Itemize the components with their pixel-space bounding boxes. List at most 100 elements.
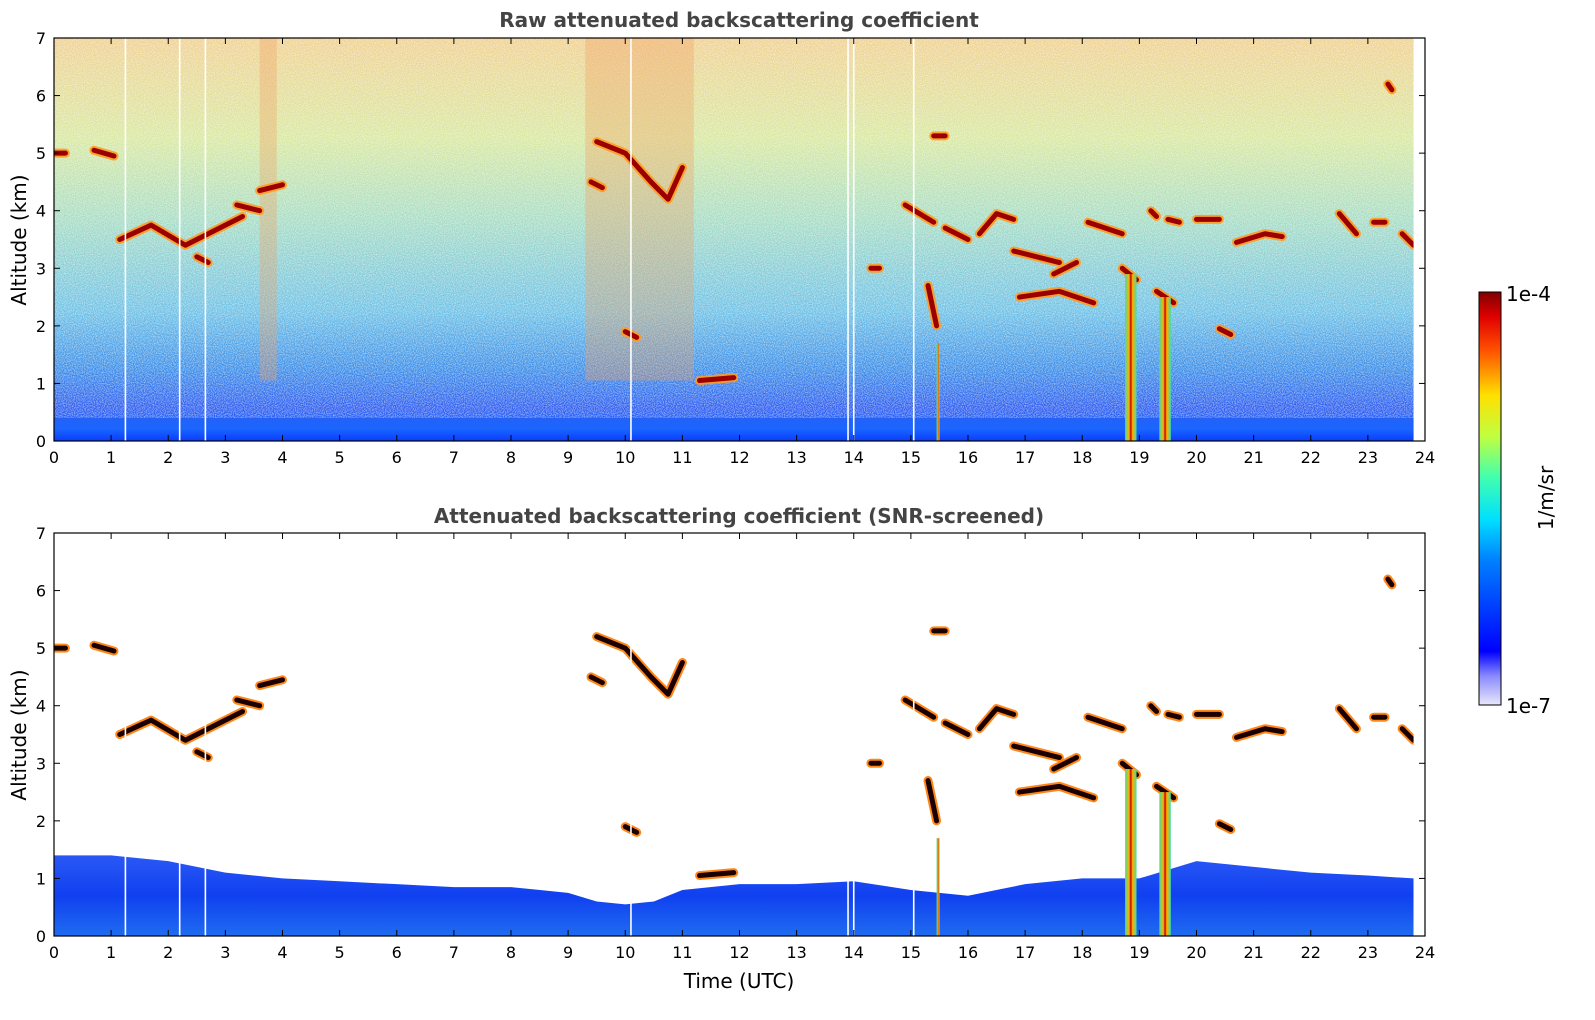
colorbar-max-label: 1e-4 — [1506, 282, 1551, 306]
panel-snr-title: Attenuated backscattering coefficient (S… — [434, 504, 1044, 528]
panel-raw: Raw attenuated backscattering coefficien… — [7, 8, 1435, 467]
cloud-layer — [1165, 216, 1182, 225]
cloud-layer — [1051, 755, 1080, 772]
x-tick-label: 24 — [1415, 448, 1435, 467]
y-tick-label: 2 — [36, 317, 46, 336]
colorbar: 1e-4 1e-7 1/m/sr — [1478, 282, 1558, 718]
cloud-layer — [257, 677, 285, 689]
cloud-layer — [1011, 248, 1062, 266]
x-tick-label: 2 — [163, 448, 173, 467]
y-tick-label: 4 — [36, 202, 46, 221]
x-tick-label: 13 — [786, 448, 806, 467]
cloud-layer — [194, 749, 211, 761]
panel-snr-xlabel: Time (UTC) — [683, 969, 795, 993]
cloud-layer — [1336, 706, 1359, 732]
cloud-layer — [594, 634, 685, 697]
x-tick-label: 12 — [729, 943, 749, 962]
x-tick-label: 21 — [1243, 448, 1263, 467]
raw-noise-speckle — [54, 38, 1414, 418]
cloud-layer — [902, 202, 937, 225]
y-tick-label: 6 — [36, 582, 46, 601]
cloud-layer — [925, 778, 940, 824]
x-tick-label: 5 — [335, 943, 345, 962]
precipitation-shaft — [936, 343, 940, 441]
cloud-layer — [1016, 783, 1097, 801]
snr-boundary-layer — [54, 855, 1414, 936]
panel-snr-axes: 0 1 2 3 4 5 6 7 8 9 10 11 12 13 14 15 16 17 18 19 20 21 22 23 24… — [36, 524, 1435, 962]
x-tick-label: 8 — [506, 448, 516, 467]
y-tick-label: 1 — [36, 374, 46, 393]
y-tick-label: 0 — [36, 927, 46, 946]
cloud-layer — [91, 642, 117, 654]
cloud-layer — [1016, 288, 1097, 306]
enhanced-noise-band — [259, 38, 277, 381]
precipitation-shaft — [1159, 792, 1171, 936]
panel-raw-ylabel: Altitude (km) — [7, 174, 31, 305]
cloud-layer — [1233, 231, 1285, 245]
x-tick-label: 3 — [220, 448, 230, 467]
cloud-layer — [1216, 326, 1234, 337]
x-tick-label: 18 — [1072, 943, 1092, 962]
cloud-layer — [91, 147, 117, 159]
cloud-layer — [257, 182, 285, 194]
x-tick-label: 16 — [958, 448, 978, 467]
x-tick-label: 6 — [392, 448, 402, 467]
cloud-layer — [1148, 208, 1160, 219]
y-tick-label: 6 — [36, 87, 46, 106]
y-tick-label: 3 — [36, 259, 46, 278]
colorbar-unit-label: 1/m/sr — [1534, 465, 1558, 530]
x-tick-label: 1 — [106, 448, 116, 467]
y-tick-label: 5 — [36, 639, 46, 658]
x-tick-label: 7 — [449, 448, 459, 467]
x-tick-label: 0 — [49, 943, 59, 962]
panel-raw-title: Raw attenuated backscattering coefficien… — [499, 8, 979, 32]
x-tick-label: 18 — [1072, 448, 1092, 467]
cloud-layer — [1233, 726, 1285, 740]
cloud-layer — [942, 720, 971, 737]
cloud-layer — [1216, 821, 1234, 832]
precipitation-shaft — [1159, 297, 1171, 441]
x-tick-label: 12 — [729, 448, 749, 467]
x-tick-label: 9 — [563, 943, 573, 962]
y-tick-label: 4 — [36, 697, 46, 716]
snr-missing-profiles — [124, 533, 1425, 936]
x-tick-label: 16 — [958, 943, 978, 962]
cloud-layer — [1085, 219, 1125, 237]
x-tick-label: 11 — [672, 448, 692, 467]
x-tick-label: 2 — [163, 943, 173, 962]
x-tick-label: 10 — [615, 448, 635, 467]
colorbar-min-label: 1e-7 — [1506, 694, 1551, 718]
cloud-layer — [697, 870, 737, 879]
panel-snr-ylabel: Altitude (km) — [7, 669, 31, 800]
x-tick-label: 1 — [106, 943, 116, 962]
no-data-area — [1413, 38, 1425, 441]
cloud-layer — [1165, 711, 1182, 720]
precipitation-shaft — [1125, 769, 1137, 936]
missing-profiles — [124, 38, 1425, 441]
x-tick-label: 6 — [392, 943, 402, 962]
no-data-area — [1413, 533, 1425, 936]
cloud-layer — [1399, 231, 1417, 248]
x-tick-label: 21 — [1243, 943, 1263, 962]
x-tick-label: 22 — [1301, 943, 1321, 962]
x-tick-label: 19 — [1129, 448, 1149, 467]
x-tick-label: 14 — [844, 448, 864, 467]
cloud-layer — [594, 139, 685, 202]
cloud-layer — [1385, 81, 1395, 93]
x-tick-label: 3 — [220, 943, 230, 962]
y-tick-label: 1 — [36, 869, 46, 888]
x-tick-label: 10 — [615, 943, 635, 962]
snr-precipitation-shafts — [936, 769, 1171, 936]
y-tick-label: 0 — [36, 432, 46, 451]
cloud-layer — [194, 254, 211, 266]
x-tick-label: 15 — [901, 943, 921, 962]
x-tick-label: 9 — [563, 448, 573, 467]
panel-raw-axes: 0 1 2 3 4 5 6 7 8 9 10 11 12 13 14 15 16 17 18 19 20 21 22 23 24… — [36, 29, 1435, 467]
cloud-layer — [697, 375, 737, 384]
x-tick-label: 17 — [1015, 943, 1035, 962]
cloud-layer — [234, 202, 263, 214]
raw-precipitation-shafts — [936, 274, 1171, 441]
colorbar-gradient — [1478, 291, 1502, 706]
y-tick-label: 3 — [36, 754, 46, 773]
cloud-layer — [1085, 714, 1125, 732]
